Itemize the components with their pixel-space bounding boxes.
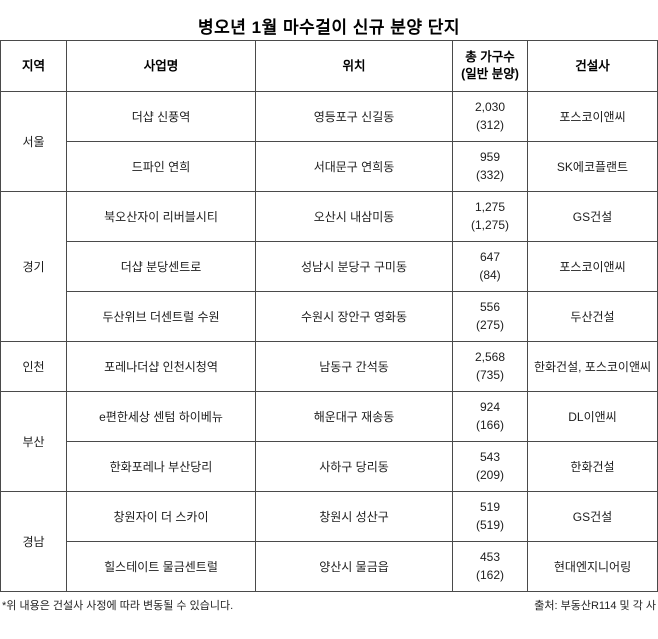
households-general: (735) [475,367,504,382]
project-cell: 더샵 신풍역 [66,91,256,142]
project-cell: 더샵 분당센트로 [66,241,256,292]
header-region: 지역 [0,40,67,92]
builder-cell: 한화건설, 포스코이앤씨 [527,341,658,392]
builder-cell: 현대엔지니어링 [527,541,658,592]
header-households-line2: (일반 분양) [461,67,519,81]
households-general: (209) [475,467,504,482]
builder-cell: SK에코플랜트 [527,141,658,192]
households-general: (275) [475,317,504,332]
table-row: 더샵 분당센트로 성남시 분당구 구미동 647 (84) 포스코이앤씨 [1,241,658,292]
table-row: 드파인 연희 서대문구 연희동 959 (332) SK에코플랜트 [1,141,658,192]
households-cell: 453 (162) [452,541,528,592]
page-title: 병오년 1월 마수걸이 신규 분양 단지 [197,18,461,37]
households-cell: 959 (332) [452,141,528,192]
table-row: 경남 창원자이 더 스카이 창원시 성산구 519 (519) GS건설 [0,491,658,592]
households-total: 2,030 [474,100,506,115]
location-cell: 남동구 간석동 [255,341,453,392]
builder-cell: 포스코이앤씨 [527,91,658,142]
households-total: 924 [479,400,501,415]
table-row: 인천 포레나더샵 인천시청역 남동구 간석동 2,568 (735) 한화건설,… [0,341,658,392]
households-cell: 647 (84) [452,241,528,292]
households-general: (519) [475,517,504,532]
households-cell: 924 (166) [452,391,528,442]
location-cell: 사하구 당리동 [255,441,453,492]
location-cell: 성남시 분당구 구미동 [255,241,453,292]
households-total: 1,275 [474,200,506,215]
project-cell: 드파인 연희 [66,141,256,192]
builder-cell: 한화건설 [527,441,658,492]
location-cell: 양산시 물금읍 [255,541,453,592]
source-credit: 출처: 부동산R114 및 각 사 [534,600,656,612]
footnote: *위 내용은 건설사 사정에 따라 변동될 수 있습니다. [2,600,234,612]
households-general: (1,275) [470,217,510,232]
footer: *위 내용은 건설사 사정에 따라 변동될 수 있습니다. 출처: 부동산R11… [0,592,658,613]
region-cell: 부산 [0,391,67,492]
location-cell: 해운대구 재송동 [255,391,453,442]
table-row: 두산위브 더센트럴 수원 수원시 장안구 영화동 556 (275) 두산건설 [1,291,658,342]
project-cell: e편한세상 센텀 하이베뉴 [66,391,256,442]
builder-cell: 포스코이앤씨 [527,241,658,292]
households-general: (84) [479,267,501,282]
location-cell: 서대문구 연희동 [255,141,453,192]
project-cell: 두산위브 더센트럴 수원 [66,291,256,342]
location-cell: 영등포구 신길동 [255,91,453,142]
households-cell: 519 (519) [452,491,528,542]
households-cell: 2,568 (735) [452,341,528,392]
project-cell: 북오산자이 리버블시티 [66,191,256,242]
region-cell: 경남 [0,491,67,592]
households-cell: 1,275 (1,275) [452,191,528,242]
households-total: 556 [479,300,501,315]
builder-cell: 두산건설 [527,291,658,342]
builder-cell: GS건설 [527,491,658,542]
header-households: 총 가구수 (일반 분양) [452,40,528,92]
table-row: 서울 더샵 신풍역 영등포구 신길동 2,030 (312) 포스코이앤씨 [0,91,658,192]
header-location: 위치 [255,40,453,92]
builder-cell: DL이앤씨 [527,391,658,442]
table-row: 힐스테이트 물금센트럴 양산시 물금읍 453 (162) 현대엔지니어링 [1,541,658,592]
new-housing-table: 지역 사업명 위치 총 가구수 (일반 분양) 건설사 서울 더샵 신풍역 영등… [0,40,658,592]
project-cell: 창원자이 더 스카이 [66,491,256,542]
households-general: (312) [475,117,504,132]
project-cell: 한화포레나 부산당리 [66,441,256,492]
header-households-line1: 총 가구수 [465,50,515,65]
region-cell: 인천 [0,341,67,392]
project-cell: 힐스테이트 물금센트럴 [66,541,256,592]
header-builder: 건설사 [527,40,658,92]
table-row: 한화포레나 부산당리 사하구 당리동 543 (209) 한화건설 [1,441,658,492]
households-total: 959 [479,150,501,165]
households-general: (162) [475,567,504,582]
households-cell: 2,030 (312) [452,91,528,142]
project-cell: 포레나더샵 인천시청역 [66,341,256,392]
households-cell: 556 (275) [452,291,528,342]
location-cell: 오산시 내삼미동 [255,191,453,242]
households-total: 2,568 [474,350,506,365]
households-total: 453 [479,550,501,565]
header-row: 지역 사업명 위치 총 가구수 (일반 분양) 건설사 [0,40,658,92]
households-general: (332) [475,167,504,182]
builder-cell: GS건설 [527,191,658,242]
households-cell: 543 (209) [452,441,528,492]
location-cell: 수원시 장안구 영화동 [255,291,453,342]
location-cell: 창원시 성산구 [255,491,453,542]
header-project: 사업명 [66,40,256,92]
table-row: 경기 북오산자이 리버블시티 오산시 내삼미동 1,275 (1,275) GS… [0,191,658,342]
region-cell: 서울 [0,91,67,192]
table-row: 부산 e편한세상 센텀 하이베뉴 해운대구 재송동 924 (166) DL이앤… [0,391,658,492]
households-total: 543 [479,450,501,465]
households-general: (166) [475,417,504,432]
region-cell: 경기 [0,191,67,342]
households-total: 647 [479,250,501,265]
households-total: 519 [479,500,501,515]
